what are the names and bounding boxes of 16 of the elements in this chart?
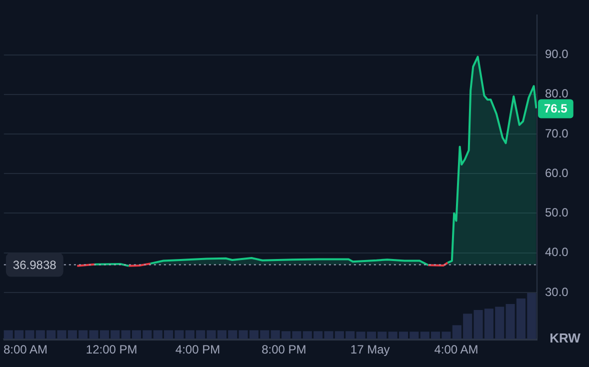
y-tick-label: 60.0	[545, 166, 569, 180]
data-label: 76.5	[544, 102, 568, 116]
y-tick-label: 50.0	[545, 206, 569, 220]
y-tick-label: 30.0	[545, 284, 569, 299]
ref-line-label: 36.9838	[12, 258, 57, 272]
x-tick-label: 8:00 PM	[262, 342, 306, 357]
y-tick-label: 80.0	[545, 86, 569, 101]
y-axis-title: KRW	[550, 330, 582, 346]
x-tick-label: 12:00 PM	[86, 342, 138, 357]
x-tick-label: 4:00 PM	[175, 342, 220, 357]
y-tick-label: 70.0	[545, 126, 569, 140]
x-tick-label: 4:00 AM	[434, 342, 478, 357]
x-tick-label: 17 May	[350, 342, 390, 357]
y-tick-label: 90.0	[545, 47, 569, 62]
y-tick-label: 40.0	[545, 245, 569, 260]
x-tick-label: 8:00 AM	[3, 342, 48, 357]
